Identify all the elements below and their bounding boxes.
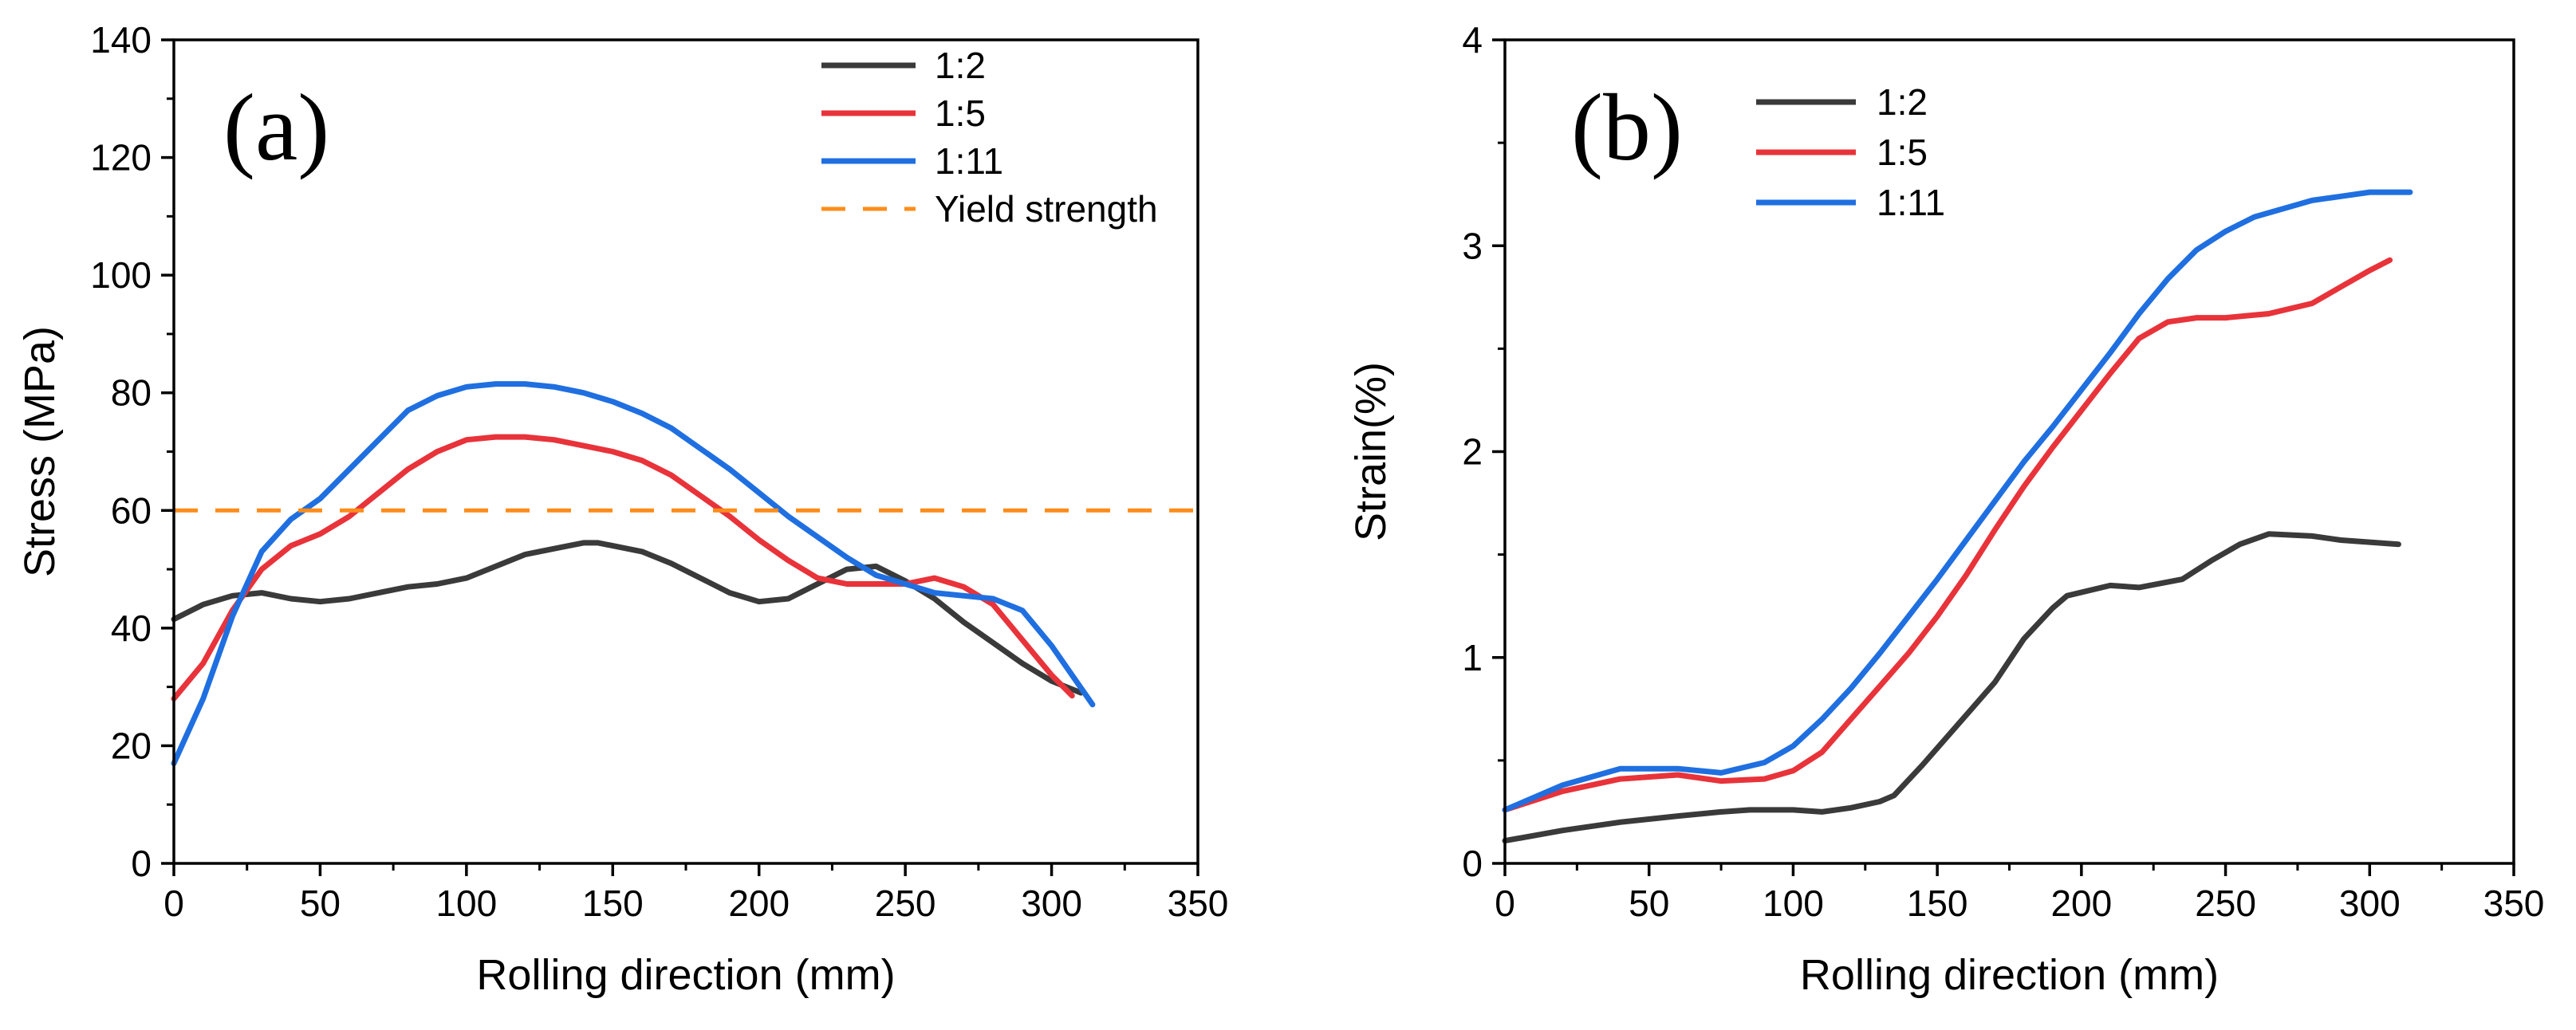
series-line-1-2 (171, 540, 1084, 696)
chart-panel-2: 0 50 100 150 200 250 300 350 0 1 2 3 4 Rolling direct… (1347, 19, 2544, 999)
x-tick-label: 250 (875, 883, 936, 924)
y-tick-label: 3 (1462, 225, 1483, 266)
legend-label: 1:11 (935, 140, 1003, 182)
x-tick-label: 200 (2050, 883, 2112, 924)
y-tick-label: 100 (90, 254, 152, 296)
y-tick-label: 40 (111, 607, 152, 649)
x-axis-title: Rolling direction (mm) (1800, 951, 2219, 999)
x-tick-label: 150 (1907, 883, 1968, 924)
x-tick-label: 100 (435, 883, 497, 924)
x-tick-label: 50 (300, 883, 341, 924)
y-tick-label: 0 (1462, 843, 1483, 884)
y-tick-label: 4 (1462, 19, 1483, 61)
panel-label: (a) (223, 74, 329, 180)
y-tick-label: 80 (111, 372, 152, 414)
x-tick-label: 300 (2339, 883, 2401, 924)
series-line-1-11 (171, 381, 1096, 767)
x-tick-label: 350 (1168, 883, 1229, 924)
panel-label: (b) (1571, 74, 1683, 180)
x-axis-title: Rolling direction (mm) (476, 951, 895, 999)
legend: 1:2 1:5 1:11 (1756, 81, 1945, 223)
x-tick-label: 150 (582, 883, 644, 924)
x-tick-label: 0 (1495, 883, 1515, 924)
x-tick-label: 50 (1629, 883, 1669, 924)
legend-label: 1:11 (1877, 182, 1945, 223)
y-tick-label: 0 (131, 843, 152, 884)
y-tick-label: 2 (1462, 431, 1483, 473)
series-line-1-5 (1502, 257, 2393, 813)
x-tick-label: 100 (1763, 883, 1824, 924)
legend-label: 1:5 (935, 92, 986, 134)
x-tick-label: 300 (1021, 883, 1082, 924)
x-tick-label: 200 (728, 883, 790, 924)
y-axis-title: Strain(%) (1347, 362, 1395, 541)
legend-label: Yield strength (935, 188, 1158, 230)
legend: 1:2 1:5 1:11 Yield strength (821, 45, 1158, 230)
x-tick-label: 350 (2483, 883, 2545, 924)
y-tick-label: 120 (90, 137, 152, 179)
x-tick-label: 0 (163, 883, 184, 924)
x-tick-label: 250 (2195, 883, 2256, 924)
series-line-1-2 (1502, 531, 2401, 844)
legend-label: 1:2 (935, 45, 986, 86)
y-tick-label: 1 (1462, 637, 1483, 678)
y-tick-label: 140 (90, 19, 152, 61)
y-axis-title: Stress (MPa) (16, 326, 64, 577)
chart-panel-1: 0 50 100 150 200 250 300 350 0 20 40 60 80 100 120 140 R… (16, 19, 1228, 999)
legend-label: 1:5 (1877, 132, 1928, 173)
legend-label: 1:2 (1877, 81, 1928, 123)
series-line-1-5 (171, 434, 1075, 702)
y-tick-label: 20 (111, 725, 152, 766)
series-line-1-11 (1502, 189, 2413, 813)
y-tick-label: 60 (111, 489, 152, 531)
